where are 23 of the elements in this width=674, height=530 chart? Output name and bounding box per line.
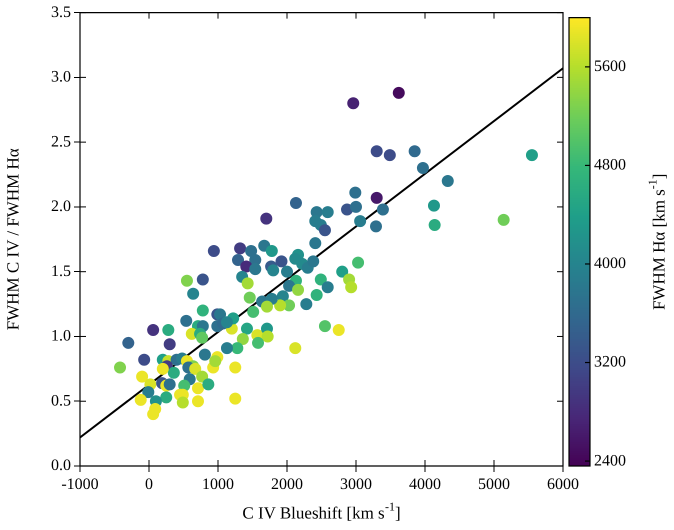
color-bar-label: 2400 (594, 452, 626, 470)
x-tick-label: -1000 (61, 476, 99, 493)
color-bar-label: 4000 (594, 255, 626, 272)
x-tick-label: 0 (145, 476, 153, 493)
color-bar-label: 3200 (594, 354, 626, 371)
color-bar-label: 5600 (594, 58, 626, 76)
x-tick-label: 2000 (271, 476, 303, 493)
y-tick-label: 1.0 (51, 328, 71, 345)
x-tick-label: 4000 (409, 476, 441, 493)
x-tick-label: 6000 (547, 476, 579, 493)
x-tick-label: 1000 (202, 476, 234, 493)
y-tick-label: 0.5 (51, 392, 71, 410)
y-tick-label: 1.5 (51, 262, 71, 280)
x-tick-label: 5000 (478, 476, 510, 493)
color-bar-title: FWHM Hα [km s-1] (646, 174, 668, 310)
y-tick-label: 2.5 (51, 133, 71, 150)
x-tick-label: 3000 (340, 476, 372, 493)
y-tick-label: 2.0 (51, 198, 71, 216)
color-bar-label: 4800 (594, 156, 626, 174)
y-tick-label: 0.0 (51, 457, 71, 474)
y-tick-label: 3.0 (51, 68, 71, 86)
y-axis-title: FWHM C IV / FWHM Hα (4, 148, 23, 330)
y-tick-label: 3.5 (51, 4, 71, 21)
